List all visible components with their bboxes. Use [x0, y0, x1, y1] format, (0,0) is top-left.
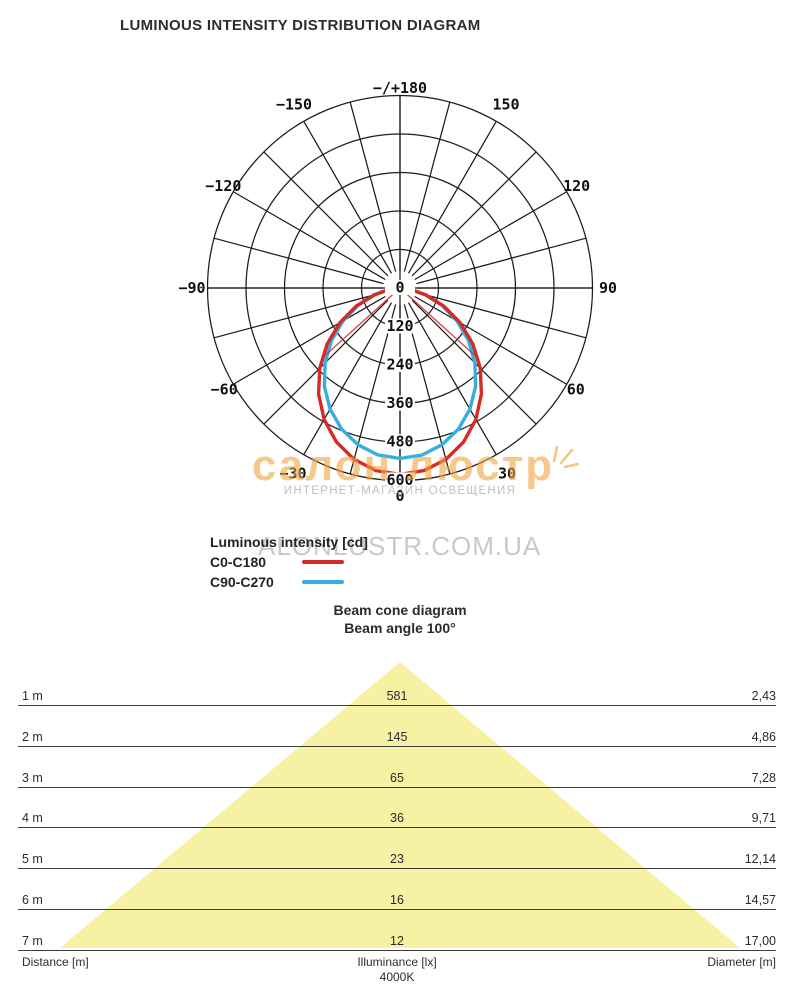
- beam-row-2m: 2 m 145 4,86: [18, 730, 776, 747]
- beam-row-3m: 3 m 65 7,28: [18, 771, 776, 788]
- beam-diameter-value: 9,71: [751, 811, 776, 826]
- radial-tick-label: 240: [386, 356, 413, 374]
- footer-diameter-label: Diameter [m]: [707, 955, 776, 969]
- angle-label--120: −120: [205, 177, 241, 195]
- polar-grid-spoke: [407, 120, 497, 274]
- polar-grid-spoke: [407, 302, 497, 456]
- polar-grid-spoke: [263, 151, 389, 277]
- beam-illuminance-value: 12: [390, 933, 404, 948]
- polar-grid-spoke: [411, 151, 537, 277]
- beam-distance-value: 7 m: [22, 933, 43, 948]
- beam-diameter-value: 17,00: [744, 933, 776, 948]
- legend-item-c90-c270: C90-C270: [210, 572, 368, 592]
- polar-grid-spoke: [414, 191, 568, 281]
- polar-grid-spoke: [349, 101, 397, 272]
- beam-diameter-value: 12,14: [744, 852, 776, 867]
- polar-grid-spoke: [303, 302, 393, 456]
- beam-distance-value: 6 m: [22, 893, 43, 907]
- beam-distance-value: 3 m: [22, 770, 43, 785]
- beam-distance-value: 5 m: [22, 852, 43, 867]
- angle-label-150: 150: [492, 95, 519, 113]
- beam-row-1m: 1 m 581 2,43: [18, 689, 776, 706]
- polar-grid-spoke: [414, 295, 568, 385]
- radial-tick-label: 360: [386, 394, 413, 412]
- legend-item-c0-c180: C0-C180: [210, 552, 368, 572]
- radial-tick-label: 600: [386, 471, 413, 489]
- beam-row-7m: 7 m 12 17,00: [18, 934, 776, 951]
- beam-cone-canvas: [60, 662, 740, 948]
- radial-tick-label: 480: [386, 433, 413, 451]
- beam-diameter-value: 14,57: [744, 893, 776, 907]
- polar-grid-spoke: [232, 191, 386, 281]
- angle-label--90: −90: [178, 279, 205, 297]
- beam-row-4m: 4 m 36 9,71: [18, 811, 776, 829]
- intensity-curve-chord-c0-c180: [399, 287, 479, 359]
- footer-cct-label: 4000K: [379, 970, 415, 984]
- beam-distance-value: 2 m: [22, 729, 43, 744]
- beam-illuminance-value: 581: [386, 689, 408, 703]
- beam-row-6m: 6 m 16 14,57: [18, 893, 776, 910]
- legend-label-c90-c270: C90-C270: [210, 574, 274, 590]
- radial-tick-bg: [385, 395, 415, 411]
- angle-label--150: −150: [276, 95, 312, 113]
- polar-grid-spoke: [403, 101, 451, 272]
- angle-label-180: −/+180: [373, 79, 427, 97]
- angle-label-30: 30: [498, 464, 516, 482]
- beam-diameter-value: 4,86: [751, 729, 776, 744]
- angle-label-120: 120: [563, 177, 590, 195]
- beam-illuminance-value: 65: [390, 770, 404, 785]
- beam-illuminance-value: 145: [386, 729, 408, 744]
- radial-tick-label: 120: [386, 317, 413, 335]
- beam-illuminance-value: 36: [390, 811, 404, 826]
- beam-diameter-value: 2,43: [751, 689, 776, 703]
- angle-label-60: 60: [567, 381, 585, 399]
- legend-line-red: [302, 560, 344, 564]
- polar-legend: Luminous intensity [cd] C0-C180 C90-C270: [210, 532, 368, 592]
- radial-tick-label: 0: [395, 279, 404, 297]
- polar-grid-spoke: [416, 237, 587, 285]
- beam-row-5m: 5 m 23 12,14: [18, 852, 776, 870]
- polar-grid-spoke: [213, 291, 384, 339]
- beam-angle-subtitle: Beam angle 100°: [344, 620, 456, 636]
- intensity-curve-chord-c0-c180: [321, 287, 401, 359]
- beam-cone-triangle: [60, 662, 740, 948]
- beam-cone-diagram: 1 m 581 2,43 2 m 145 4,86 3 m 65 7,28 4 m 36 9,71 5 …: [0, 650, 800, 995]
- polar-grid-spoke: [303, 120, 393, 274]
- legend-title: Luminous intensity [cd]: [210, 534, 368, 550]
- polar-grid-spoke: [416, 291, 587, 339]
- angle-label-0: 0: [395, 487, 404, 505]
- beam-distance-value: 1 m: [22, 689, 43, 703]
- footer-distance-label: Distance [m]: [22, 955, 89, 969]
- page-title: LUMINOUS INTENSITY DISTRIBUTION DIAGRAM: [120, 17, 481, 34]
- beam-illuminance-value: 16: [390, 893, 404, 907]
- angle-label--60: −60: [211, 381, 238, 399]
- beam-illuminance-value: 23: [390, 852, 404, 867]
- angle-label-90: 90: [599, 279, 617, 297]
- radial-tick-bg: [385, 280, 415, 295]
- beam-diameter-value: 7,28: [751, 770, 776, 785]
- polar-grid-spoke: [213, 237, 384, 285]
- angle-label--30: −30: [279, 464, 306, 482]
- beam-distance-value: 4 m: [22, 811, 43, 826]
- legend-label-c0-c180: C0-C180: [210, 554, 267, 570]
- polar-grid-spoke: [232, 295, 386, 385]
- radial-tick-bg: [385, 318, 415, 334]
- radial-tick-bg: [385, 472, 415, 488]
- legend-line-blue: [302, 580, 344, 584]
- radial-tick-bg: [385, 357, 415, 372]
- footer-illuminance-label: Illuminance [lx]: [357, 955, 437, 969]
- sparkle-icon: [552, 445, 579, 469]
- beam-cone-title: Beam cone diagram: [333, 602, 467, 618]
- radial-tick-bg: [385, 434, 415, 449]
